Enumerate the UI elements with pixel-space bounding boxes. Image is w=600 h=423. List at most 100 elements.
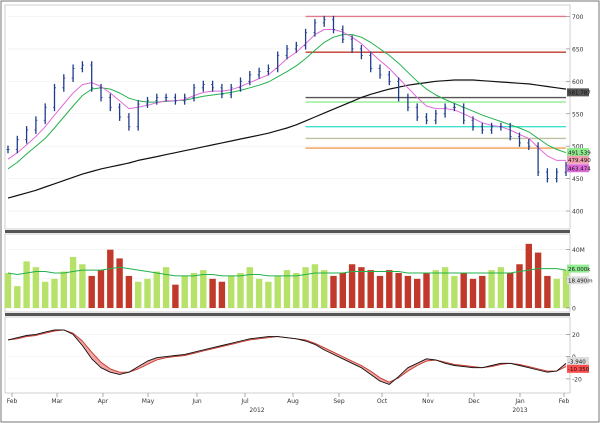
oscillator-tag-box bbox=[567, 357, 589, 366]
oscillator-panel: -20020 -3.940-10.350 bbox=[4, 316, 590, 394]
volume-bar bbox=[107, 249, 114, 308]
volume-bar bbox=[153, 271, 161, 308]
volume-bar bbox=[376, 275, 384, 308]
volume-bar bbox=[79, 264, 86, 308]
panel-divider bbox=[5, 313, 570, 316]
volume-tag-box bbox=[567, 264, 589, 273]
x-tick-label: May bbox=[142, 398, 155, 405]
oscillator-fill-segment bbox=[352, 361, 362, 368]
oscillator-fill-segment bbox=[101, 362, 111, 373]
price-tag-box bbox=[567, 164, 589, 173]
price-y-tick-label: 600 bbox=[572, 79, 584, 86]
volume-ma bbox=[7, 266, 567, 277]
volume-bar bbox=[544, 275, 551, 308]
volume-bar bbox=[497, 267, 505, 308]
volume-y-tick-label: 0 bbox=[572, 306, 576, 313]
volume-bar bbox=[311, 264, 319, 308]
price-y-tick-label: 500 bbox=[572, 144, 584, 151]
volume-y-tick-label: 40M bbox=[572, 247, 585, 254]
volume-bar bbox=[460, 273, 467, 308]
x-tick-label: Feb bbox=[7, 398, 18, 405]
x-tick-label: Apr bbox=[98, 398, 109, 405]
x-tick-label: Feb bbox=[559, 398, 570, 405]
price-tag-label: 463.474 bbox=[568, 167, 591, 173]
x-tick-label: Sep bbox=[333, 398, 345, 405]
oscillator-y-tick-label: -20 bbox=[572, 376, 582, 383]
volume-bar bbox=[32, 267, 40, 308]
volume-bar bbox=[274, 275, 281, 308]
price-panel-frame bbox=[4, 4, 571, 230]
volume-bar bbox=[209, 278, 216, 308]
price-panel: 400 450 500 550 600 650 700 581.787 491.539 479.… bbox=[4, 4, 591, 230]
volume-bar bbox=[469, 278, 477, 308]
volume-bar bbox=[218, 281, 226, 308]
ma-long-line bbox=[7, 79, 567, 199]
volume-bar bbox=[255, 278, 263, 308]
oscillator-fill-segment bbox=[110, 368, 120, 375]
volume-bar bbox=[367, 270, 374, 308]
price-tag-box bbox=[567, 148, 589, 157]
volume-bar bbox=[404, 275, 412, 308]
volume-bar bbox=[88, 275, 95, 308]
volume-bar bbox=[4, 273, 12, 308]
volume-bar bbox=[488, 270, 495, 308]
volume-bar bbox=[23, 261, 30, 308]
price-y-tick-label: 400 bbox=[572, 209, 584, 216]
oscillator-tags: -3.940 -10.350 bbox=[567, 357, 590, 373]
x-tick-label: Mar bbox=[51, 398, 63, 405]
volume-bar bbox=[51, 278, 58, 308]
volume-tag-box bbox=[567, 276, 589, 285]
volume-bar bbox=[60, 271, 68, 308]
volume-bar bbox=[97, 270, 105, 308]
price-y-tick-label: 550 bbox=[572, 111, 584, 118]
oscillator-tag-label: -10.350 bbox=[568, 367, 590, 373]
oscillator-fill-segment bbox=[138, 361, 148, 369]
volume-ma-line bbox=[7, 266, 567, 277]
oscillator-main-line bbox=[7, 329, 567, 385]
volume-bar bbox=[553, 278, 560, 308]
volume-tag-label: 26.000k bbox=[568, 267, 591, 273]
volume-bar bbox=[451, 275, 458, 308]
volume-tags: 26.000k 18.490m bbox=[567, 264, 593, 285]
year-label: 2012 bbox=[249, 407, 264, 414]
price-tag-label: 491.539 bbox=[568, 150, 591, 156]
price-tag-box bbox=[567, 88, 589, 97]
volume-tag-label: 18.490m bbox=[568, 279, 593, 285]
volume-bar bbox=[320, 270, 328, 308]
x-axis: Feb Mar Apr May Jun Jul Aug Sep Oct Nov Dec Jan Feb 2… bbox=[7, 393, 570, 414]
volume-bar bbox=[516, 264, 523, 308]
price-tag-label: 581.787 bbox=[568, 91, 591, 97]
volume-bar bbox=[534, 252, 542, 308]
volume-bar bbox=[116, 258, 123, 308]
x-tick-label: Jul bbox=[240, 398, 249, 405]
oscillator-grid bbox=[8, 334, 566, 380]
volume-bar bbox=[506, 273, 514, 308]
price-series bbox=[6, 15, 568, 199]
oscillator-fill-segment bbox=[342, 356, 353, 364]
oscillator-fill-segment bbox=[82, 341, 92, 359]
x-tick-label: Nov bbox=[422, 398, 434, 405]
volume-bar bbox=[134, 281, 142, 308]
price-horizontal-levels bbox=[305, 15, 566, 149]
price-y-tick-label: 450 bbox=[572, 176, 584, 183]
volume-bar bbox=[41, 281, 49, 308]
volume-bar bbox=[339, 273, 347, 308]
oscillator-fill-segment bbox=[333, 352, 343, 359]
volume-bar bbox=[479, 275, 486, 308]
volume-bar bbox=[14, 286, 21, 308]
volume-bar bbox=[144, 278, 151, 308]
volume-bar bbox=[200, 270, 207, 308]
volume-bar bbox=[386, 270, 393, 308]
volume-bars bbox=[4, 243, 570, 308]
oscillator-tag-box bbox=[567, 364, 589, 373]
volume-bar bbox=[181, 275, 188, 308]
volume-bar bbox=[283, 270, 291, 308]
x-tick-label: Jan bbox=[514, 398, 524, 405]
panel-divider bbox=[5, 230, 570, 233]
oscillator-y-tick-label: 20 bbox=[572, 332, 580, 339]
volume-bar bbox=[190, 273, 198, 308]
x-tick-label: Oct bbox=[377, 398, 388, 405]
